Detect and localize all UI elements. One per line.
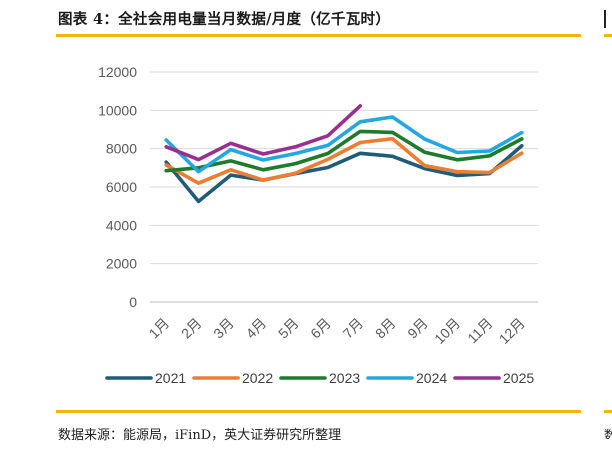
top-rule <box>56 34 581 37</box>
x-tick-label: 11月 <box>464 315 495 346</box>
y-axis-ticks: 0 2000 4000 6000 8000 10000 12000 <box>98 64 137 310</box>
legend: 2021 2022 2023 2024 2025 <box>105 370 534 386</box>
series-line-2024 <box>164 115 524 174</box>
legend-label-2023: 2023 <box>329 370 360 386</box>
x-tick-label: 1月 <box>146 315 173 342</box>
x-tick-label: 4月 <box>243 315 270 342</box>
series-line-2025 <box>164 104 363 162</box>
x-tick-label: 9月 <box>404 315 431 342</box>
next-figure-bottom-rule <box>604 410 612 413</box>
y-tick-label: 2000 <box>106 256 137 272</box>
x-tick-label: 7月 <box>340 315 367 342</box>
series-line-2022 <box>164 136 524 185</box>
next-figure-rule <box>604 34 612 37</box>
legend-label-2024: 2024 <box>416 370 447 386</box>
next-figure-source-stub: 数 <box>604 429 612 439</box>
x-tick-label: 8月 <box>372 315 399 342</box>
y-tick-label: 12000 <box>98 64 137 80</box>
x-tick-label: 3月 <box>210 315 237 342</box>
source-note: 数据来源：能源局，iFinD，英大证券研究所整理 <box>58 428 342 443</box>
y-tick-label: 0 <box>129 294 137 310</box>
next-figure-edge <box>604 10 612 28</box>
legend-label-2022: 2022 <box>242 370 273 386</box>
x-tick-label: 10月 <box>431 315 463 347</box>
y-tick-label: 10000 <box>98 102 137 118</box>
y-tick-label: 4000 <box>106 217 137 233</box>
x-tick-label: 2月 <box>178 315 205 342</box>
legend-label-2021: 2021 <box>155 370 186 386</box>
legend-label-2025: 2025 <box>503 370 534 386</box>
y-tick-label: 6000 <box>106 179 137 195</box>
gridlines <box>150 71 538 303</box>
series-line-2021 <box>164 144 524 204</box>
bottom-rule <box>56 410 581 413</box>
x-tick-label: 6月 <box>307 315 334 342</box>
series-lines <box>164 104 524 204</box>
x-tick-label: 5月 <box>275 315 302 342</box>
x-axis-ticks: 1月 2月 3月 4月 5月 6月 7月 8月 9月 10月 11月 12月 <box>146 315 528 347</box>
x-tick-label: 12月 <box>496 315 528 347</box>
y-tick-label: 8000 <box>106 141 137 157</box>
figure-title: 图表 4：全社会用电量当月数据/月度（亿千瓦时） <box>58 11 391 28</box>
series-line-2023 <box>164 129 524 173</box>
